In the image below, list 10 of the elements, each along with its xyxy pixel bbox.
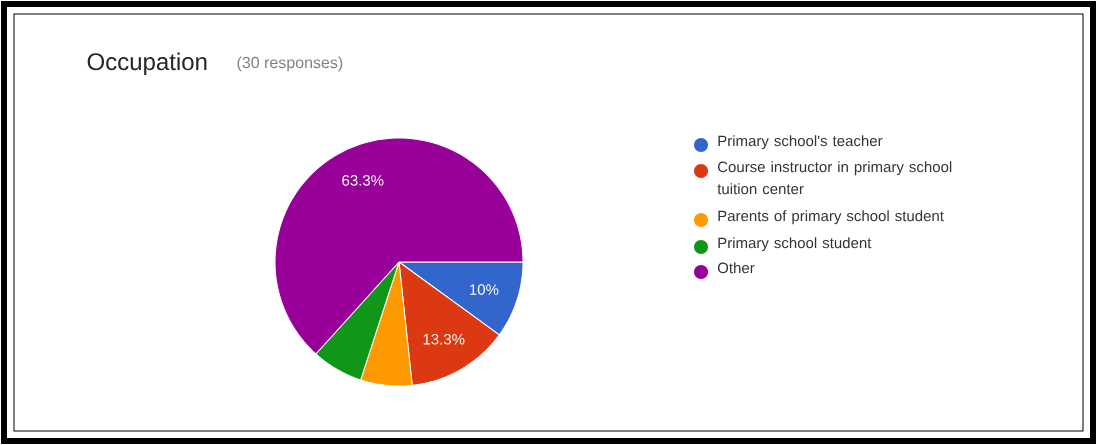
- legend-label: Primary school's teacher: [718, 135, 883, 150]
- legend-label: Primary school student: [718, 237, 872, 252]
- data-label: 63.3%: [342, 175, 384, 186]
- legend-label: Course instructor in primary school tuition center: [717, 161, 952, 195]
- chart-title: Occupation: [87, 52, 207, 75]
- legend-label: Other: [717, 262, 755, 274]
- data-label: 10%: [470, 284, 499, 295]
- legend-label: Parents of primary school student: [718, 210, 944, 225]
- data-label: 13.3%: [423, 333, 465, 345]
- chart-subtitle: (30 responses): [237, 56, 343, 72]
